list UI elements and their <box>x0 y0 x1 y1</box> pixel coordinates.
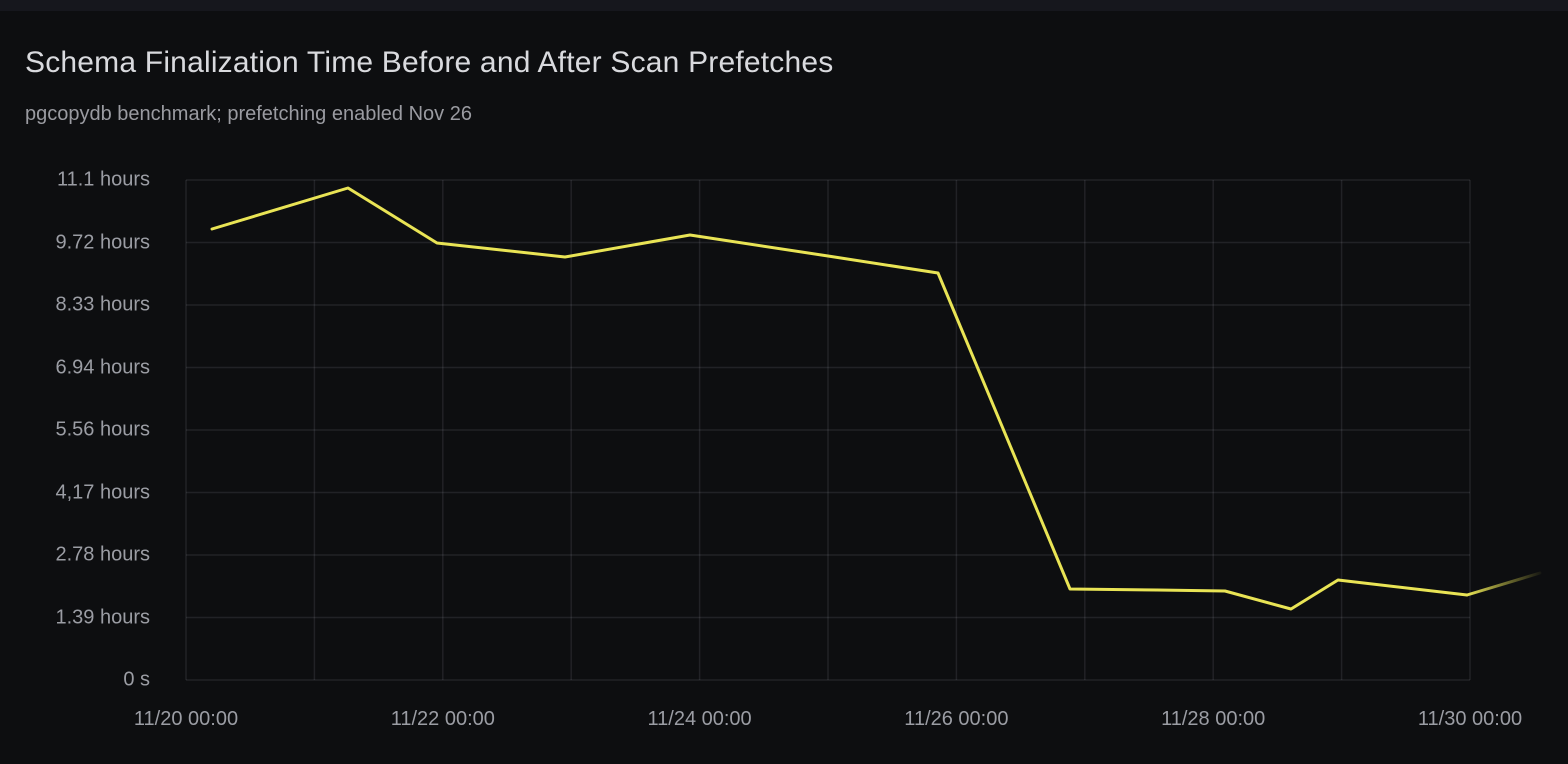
panel-subtitle: pgcopydb benchmark; prefetching enabled … <box>25 103 472 125</box>
y-axis-tick-label: 11.1 hours <box>56 168 150 191</box>
x-axis-tick-label: 11/30 00:00 <box>1417 708 1523 730</box>
x-axis-tick-label: 11/20 00:00 <box>133 708 239 730</box>
y-axis-tick-label: 2.78 hours <box>55 543 150 566</box>
y-axis-tick-label: 1.39 hours <box>55 606 150 628</box>
x-axis-tick-label: 11/28 00:00 <box>1161 708 1266 730</box>
panel-title[interactable]: Schema Finalization Time Before and Afte… <box>25 46 834 79</box>
series-line-tail <box>1465 571 1542 597</box>
series-line <box>210 186 1469 611</box>
y-axis-tick-label: 5.56 hours <box>55 418 150 441</box>
y-axis-tick-label: 9.72 hours <box>55 231 150 253</box>
x-axis-tick-label: 11/26 00:00 <box>904 708 1009 730</box>
top-strip <box>0 0 1568 11</box>
y-axis-tick-label: 6.94 hours <box>55 356 150 378</box>
x-axis-tick-label: 11/24 00:00 <box>647 708 752 730</box>
y-axis-tick-label: 0 s <box>123 668 150 691</box>
y-axis: 11.1 hours 9.72 hours 8.33 hours 6.94 hours… <box>0 0 150 764</box>
x-axis-tick-label: 11/22 00:00 <box>390 708 495 730</box>
y-axis-tick-label: 4,17 hours <box>55 481 150 503</box>
y-axis-tick-label: 8.33 hours <box>55 293 150 316</box>
